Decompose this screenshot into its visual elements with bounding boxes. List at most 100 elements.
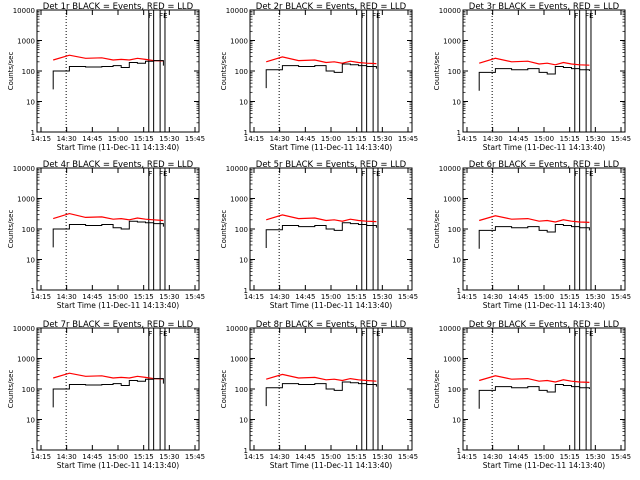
events-series-line <box>478 66 590 91</box>
x-tick-label: 14:45 <box>295 293 315 301</box>
x-tick-label: 14:15 <box>31 135 51 143</box>
lld-series-line <box>53 212 164 222</box>
detector-panel-4: Det 4r BLACK = Events, RED = LLD 1 10 100 10… <box>7 160 205 310</box>
detector-panel-6: Det 6r BLACK = Events, RED = LLD 1 10 100 10… <box>433 160 631 310</box>
y-tick-label: 10 <box>452 417 461 425</box>
x-tick-label: 15:00 <box>321 453 341 461</box>
x-tick-label: 14:15 <box>457 135 477 143</box>
x-tick-label: 15:30 <box>372 135 392 143</box>
y-axis-label: Counts/sec <box>220 52 228 91</box>
y-axis-label: Counts/sec <box>220 210 228 249</box>
detector-panel-2: Det 2r BLACK = Events, RED = LLD 1 10 100 10… <box>220 2 418 152</box>
plot-frame <box>462 327 626 451</box>
x-tick-label: 15:00 <box>534 135 554 143</box>
flag-label: FE <box>372 12 380 20</box>
y-tick-label: 1000 <box>443 38 461 46</box>
flag-label: F <box>148 330 152 338</box>
y-tick-label: 1000 <box>17 196 35 204</box>
x-tick-label: 14:15 <box>457 453 477 461</box>
detector-panel-3: Det 3r BLACK = Events, RED = LLD 1 10 100 10… <box>433 2 631 152</box>
x-tick-label: 14:15 <box>244 293 264 301</box>
panel-title: Det 5r BLACK = Events, RED = LLD <box>256 160 407 170</box>
lld-series-line <box>53 54 164 62</box>
events-series-line <box>52 378 164 408</box>
y-tick-label: 100 <box>448 386 461 394</box>
lld-series-line <box>479 375 590 383</box>
plot-frame <box>462 9 626 133</box>
y-tick-label: 10000 <box>13 7 35 15</box>
panel-title: Det 9r BLACK = Events, RED = LLD <box>469 320 620 330</box>
flag-label: F <box>361 330 365 338</box>
x-tick-label: 15:30 <box>372 293 392 301</box>
y-tick-label: 100 <box>22 68 35 76</box>
y-tick-label: 10 <box>26 257 35 265</box>
x-tick-label: 15:15 <box>347 293 367 301</box>
detector-panel-5: Det 5r BLACK = Events, RED = LLD 1 10 100 10… <box>220 160 418 310</box>
x-tick-label: 15:15 <box>560 453 580 461</box>
y-tick-label: 100 <box>235 68 248 76</box>
y-tick-label: 1000 <box>17 356 35 364</box>
events-series-line <box>52 60 164 90</box>
x-tick-label: 14:30 <box>270 293 290 301</box>
y-tick-label: 10000 <box>13 325 35 333</box>
y-tick-label: 10 <box>452 257 461 265</box>
events-series-line <box>478 384 590 409</box>
x-axis-label: Start Time (11-Dec-11 14:13:40) <box>270 301 392 310</box>
flag-label: F <box>574 12 578 20</box>
x-tick-label: 14:15 <box>244 135 264 143</box>
flag-label: FE <box>372 330 380 338</box>
x-tick-label: 14:15 <box>457 293 477 301</box>
flag-label: F <box>148 170 152 178</box>
x-tick-label: 15:15 <box>560 135 580 143</box>
y-tick-label: 1000 <box>230 356 248 364</box>
events-series-line <box>478 224 590 249</box>
events-series-line <box>265 222 377 248</box>
y-axis-label: Counts/sec <box>433 210 441 249</box>
x-tick-label: 15:30 <box>585 135 605 143</box>
events-series-line <box>52 220 164 248</box>
y-tick-label: 10000 <box>439 325 461 333</box>
y-axis-label: Counts/sec <box>220 370 228 409</box>
x-tick-label: 14:45 <box>82 453 102 461</box>
y-tick-label: 10000 <box>439 7 461 15</box>
x-axis-label: Start Time (11-Dec-11 14:13:40) <box>270 143 392 152</box>
x-tick-label: 15:00 <box>108 453 128 461</box>
x-tick-label: 14:30 <box>483 453 503 461</box>
panel-title: Det 8r BLACK = Events, RED = LLD <box>256 320 407 330</box>
x-tick-label: 14:30 <box>270 453 290 461</box>
y-tick-label: 100 <box>22 226 35 234</box>
panel-title: Det 7r BLACK = Events, RED = LLD <box>43 320 194 330</box>
x-tick-label: 15:45 <box>185 293 205 301</box>
x-tick-label: 14:45 <box>295 135 315 143</box>
y-tick-label: 10 <box>26 417 35 425</box>
plot-frame <box>462 167 626 291</box>
x-tick-label: 15:30 <box>159 453 179 461</box>
x-tick-label: 15:00 <box>534 293 554 301</box>
y-tick-label: 100 <box>235 386 248 394</box>
x-tick-label: 14:30 <box>483 135 503 143</box>
x-tick-label: 15:00 <box>108 135 128 143</box>
detector-panel-1: Det 1r BLACK = Events, RED = LLD 1 10 100 10… <box>7 2 205 152</box>
x-tick-label: 15:15 <box>347 135 367 143</box>
flag-label: FE <box>372 170 380 178</box>
x-tick-label: 15:00 <box>321 293 341 301</box>
y-axis-label: Counts/sec <box>7 210 15 249</box>
lld-series-line <box>53 372 164 380</box>
x-axis-label: Start Time (11-Dec-11 14:13:40) <box>483 143 605 152</box>
x-tick-label: 14:15 <box>244 453 264 461</box>
x-tick-label: 14:15 <box>31 293 51 301</box>
flag-label: FE <box>159 12 167 20</box>
y-tick-label: 100 <box>22 386 35 394</box>
y-tick-label: 10 <box>239 257 248 265</box>
x-tick-label: 15:30 <box>585 453 605 461</box>
x-tick-label: 15:45 <box>611 293 631 301</box>
y-tick-label: 10 <box>452 99 461 107</box>
x-tick-label: 15:30 <box>159 135 179 143</box>
y-tick-label: 10 <box>239 99 248 107</box>
x-tick-label: 15:30 <box>372 453 392 461</box>
y-tick-label: 1000 <box>230 38 248 46</box>
x-tick-label: 14:30 <box>483 293 503 301</box>
flag-label: F <box>574 170 578 178</box>
x-axis-label: Start Time (11-Dec-11 14:13:40) <box>57 461 179 470</box>
